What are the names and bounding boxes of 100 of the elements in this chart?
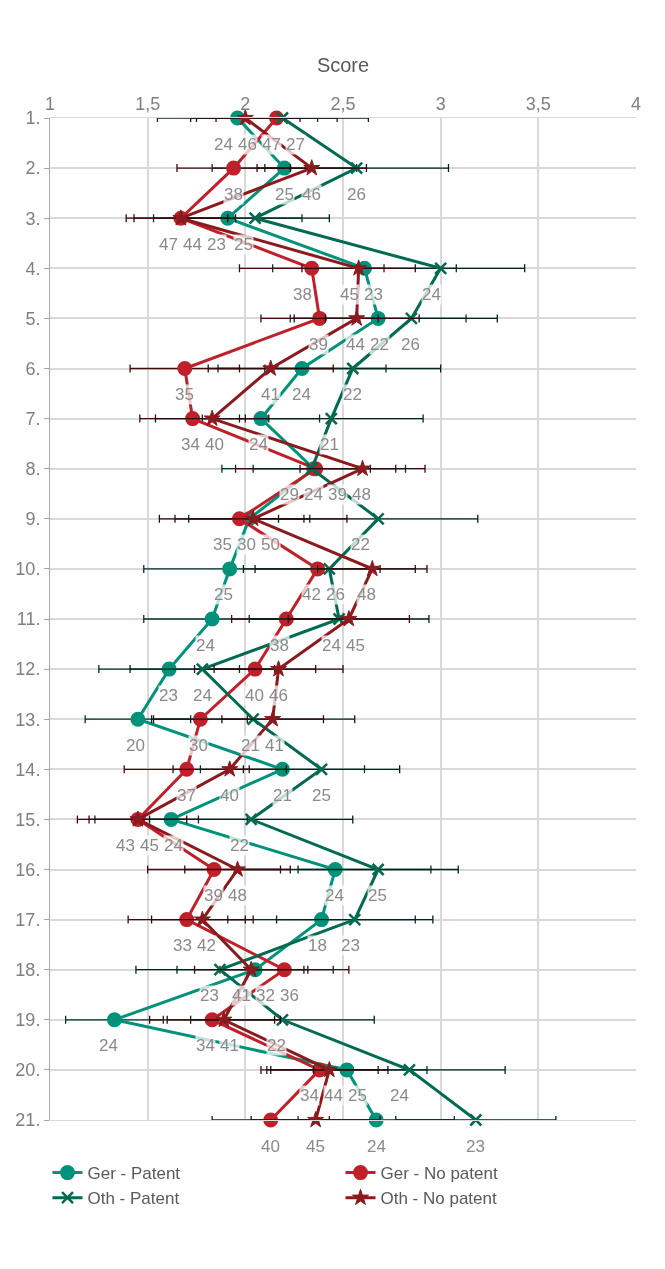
legend-label: Oth - Patent: [87, 1189, 180, 1209]
y-tick-label: 12.: [15, 659, 41, 680]
annotation: 41: [220, 1036, 239, 1055]
annotation: 35: [213, 535, 232, 554]
x-tick-label: 2: [240, 93, 251, 114]
annotation: 25: [312, 786, 331, 805]
annotation: 41: [265, 736, 284, 755]
annotation: 26: [347, 185, 366, 204]
annotation: 23: [207, 235, 226, 254]
annotation: 25: [348, 1086, 367, 1105]
annotation: 24: [304, 485, 323, 504]
y-tick-label: 16.: [15, 859, 41, 880]
annotation: 45: [340, 285, 359, 304]
annotation: 26: [401, 335, 420, 354]
y-tick-label: 7.: [25, 408, 41, 429]
annotation: 35: [175, 385, 194, 404]
annotation: 27: [286, 135, 305, 154]
y-tick-label: 20.: [15, 1060, 41, 1081]
annotation: 30: [237, 535, 256, 554]
annotation: 21: [320, 435, 339, 454]
y-tick-label: 17.: [15, 909, 41, 930]
legend-label: Oth - No patent: [380, 1189, 497, 1209]
annotation: 46: [302, 185, 321, 204]
annotation: 22: [351, 535, 370, 554]
legend-label: Ger - No patent: [380, 1164, 498, 1184]
annotation: 25: [214, 585, 233, 604]
annotation: 38: [224, 185, 243, 204]
annotation: 47: [262, 135, 281, 154]
annotation: 24: [164, 836, 183, 855]
x-axis-title: Score: [316, 54, 370, 77]
annotation: 40: [245, 686, 264, 705]
annotation: 36: [280, 986, 299, 1005]
annotation: 40: [261, 1137, 280, 1156]
annotation: 45: [306, 1137, 325, 1156]
annotation: 42: [197, 936, 216, 955]
annotation: 22: [267, 1036, 286, 1055]
annotation: 41: [261, 385, 280, 404]
annotation: 24: [390, 1086, 409, 1105]
annotation: 38: [293, 285, 312, 304]
annotation: 47: [159, 235, 178, 254]
annotation: 44: [183, 235, 202, 254]
x-tick-label: 1: [44, 93, 56, 114]
annotation: 24: [249, 435, 268, 454]
annotation: 23: [200, 986, 219, 1005]
annotation: 24: [193, 686, 212, 705]
y-tick-label: 4.: [25, 258, 41, 279]
annotation: 40: [220, 786, 239, 805]
annotation: 46: [238, 135, 257, 154]
y-tick-label: 18.: [15, 960, 41, 980]
annotation: 42: [302, 585, 321, 604]
annotation: 24: [322, 636, 341, 655]
annotation: 39: [204, 886, 223, 905]
annotation: 44: [346, 335, 365, 354]
annotation: 50: [261, 535, 280, 554]
annotation: 22: [343, 385, 362, 404]
x-tick-label: 3: [435, 93, 446, 114]
y-tick-label: 9.: [25, 509, 41, 530]
legend-label: Ger - Patent: [87, 1164, 181, 1184]
y-tick-label: 1.: [25, 108, 41, 129]
annotation: 38: [270, 636, 289, 655]
annotation: 22: [370, 335, 389, 354]
annotation: 23: [341, 936, 360, 955]
annotation: 32: [256, 986, 275, 1005]
y-tick-label: 10.: [15, 559, 41, 580]
x-tick-label: 2,5: [330, 93, 356, 114]
annotation: 24: [325, 886, 344, 905]
y-tick-label: 8.: [25, 459, 41, 479]
annotation: 23: [159, 686, 178, 705]
annotation: 45: [140, 836, 159, 855]
annotation: 30: [189, 736, 208, 755]
annotation: 23: [364, 285, 383, 304]
annotation: 48: [228, 886, 247, 905]
annotation: 34: [300, 1086, 319, 1105]
annotation: 24: [214, 135, 233, 154]
annotation: 48: [352, 485, 371, 504]
annotation: 26: [326, 585, 345, 604]
y-tick-label: 19.: [15, 1010, 41, 1031]
annotation: 39: [328, 485, 347, 504]
annotation: 20: [126, 736, 145, 755]
annotation: 23: [466, 1137, 485, 1156]
annotation: 40: [205, 435, 224, 454]
annotation: 29: [280, 485, 299, 504]
y-tick-label: 21.: [15, 1110, 41, 1131]
annotation: 34: [181, 435, 200, 454]
y-tick-label: 6.: [25, 358, 41, 379]
annotation: 22: [230, 836, 249, 855]
y-tick-label: 14.: [15, 759, 41, 780]
y-tick-label: 2.: [25, 158, 41, 179]
annotation: 46: [269, 686, 288, 705]
annotation: 45: [346, 636, 365, 655]
x-tick-label: 3,5: [525, 93, 551, 114]
x-tick-label: 1,5: [135, 93, 161, 114]
y-tick-label: 5.: [25, 308, 41, 329]
annotation: 24: [422, 285, 441, 304]
annotation: 34: [196, 1036, 215, 1055]
annotation: 33: [173, 936, 192, 955]
x-tick-label: 4: [630, 93, 642, 114]
y-tick-label: 13.: [15, 709, 41, 730]
y-tick-label: 15.: [15, 809, 41, 830]
annotation: 24: [292, 385, 311, 404]
